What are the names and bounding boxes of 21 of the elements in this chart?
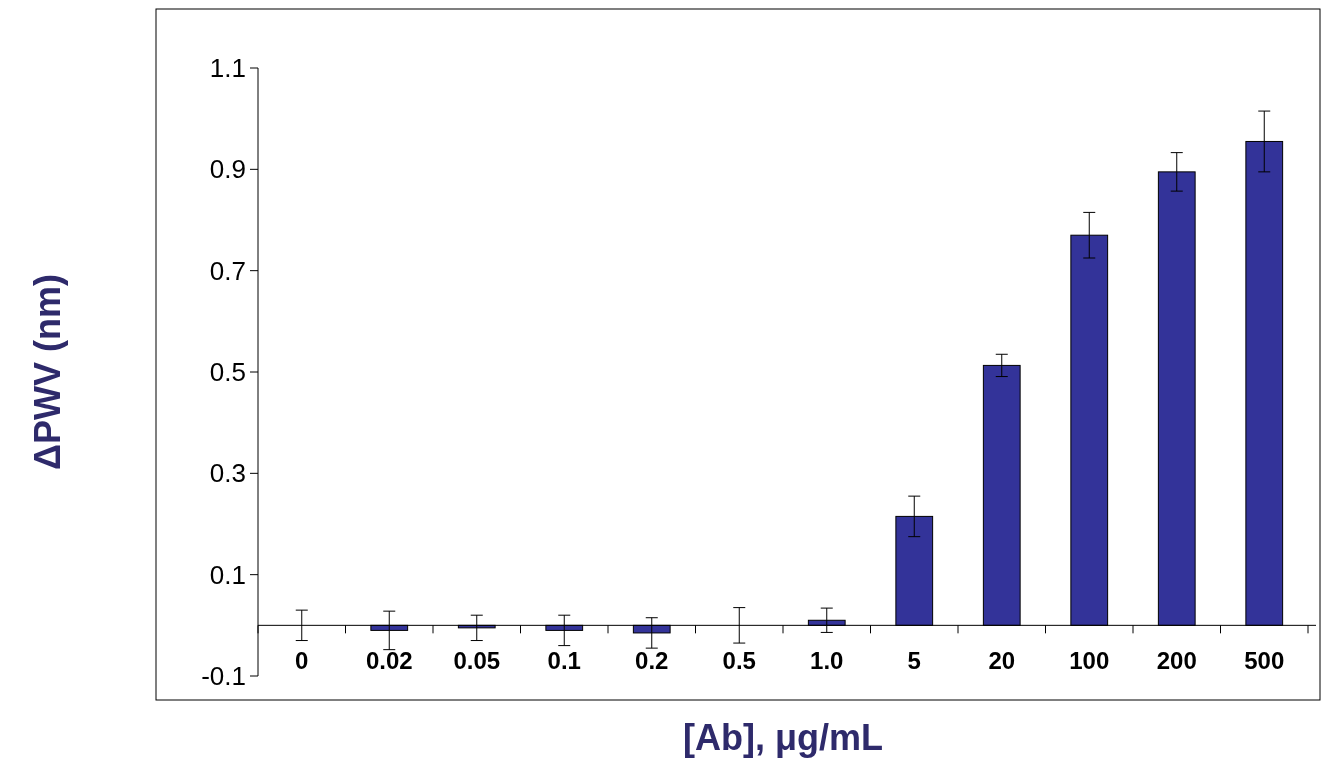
x-tick-label: 0.05	[453, 647, 501, 675]
x-tick-label: 5	[907, 647, 921, 675]
x-tick-label: 0.02	[365, 647, 413, 675]
x-tick-label: 1.0	[810, 647, 844, 675]
x-tick-label: 200	[1156, 647, 1197, 675]
y-tick-label: -0.1	[201, 661, 246, 692]
y-axis-title: ΔPWV (nm)	[27, 274, 68, 470]
y-tick-label: 0.5	[209, 357, 246, 388]
x-tick-label: 0	[295, 647, 309, 675]
y-tick-label: 0.9	[209, 154, 246, 185]
y-tick-label: 1.1	[209, 53, 246, 84]
x-tick-label: 0.5	[722, 647, 756, 675]
x-tick-label: 0.2	[635, 647, 669, 675]
x-tick-label: 0.1	[547, 647, 581, 675]
y-tick-label: 0.7	[209, 255, 246, 286]
y-tick-label: 0.3	[209, 458, 246, 489]
y-tick-label: 0.1	[209, 559, 246, 590]
x-tick-label: 20	[988, 647, 1016, 675]
x-tick-label: 500	[1244, 647, 1285, 675]
x-axis-title: [Ab], μg/mL	[683, 717, 883, 758]
x-tick-label: 100	[1069, 647, 1110, 675]
